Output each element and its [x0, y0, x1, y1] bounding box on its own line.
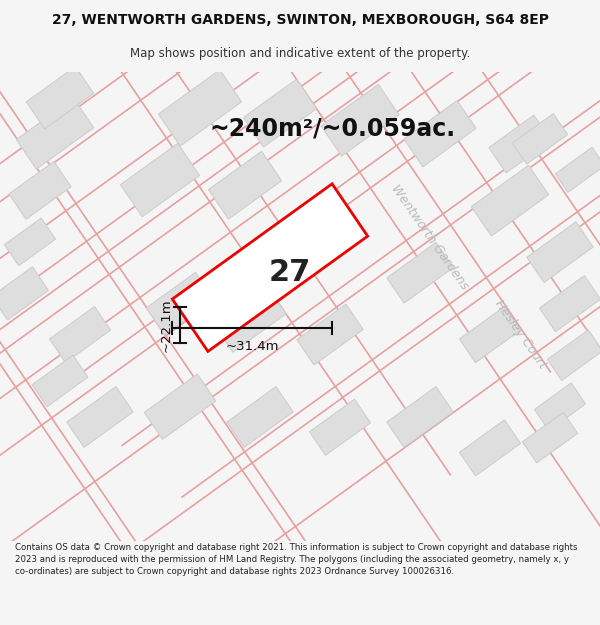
Polygon shape: [214, 286, 286, 352]
Polygon shape: [555, 147, 600, 192]
Polygon shape: [26, 66, 94, 129]
Polygon shape: [0, 267, 49, 320]
Polygon shape: [67, 387, 133, 448]
Polygon shape: [310, 399, 371, 456]
Polygon shape: [4, 218, 56, 266]
Polygon shape: [404, 101, 476, 167]
Polygon shape: [244, 79, 317, 147]
Text: 27, WENTWORTH GARDENS, SWINTON, MEXBOROUGH, S64 8EP: 27, WENTWORTH GARDENS, SWINTON, MEXBOROU…: [52, 13, 548, 27]
Text: Hesley Court: Hesley Court: [491, 298, 548, 371]
Polygon shape: [172, 184, 368, 351]
Polygon shape: [158, 70, 242, 146]
Polygon shape: [16, 98, 94, 169]
Polygon shape: [471, 165, 549, 236]
Polygon shape: [547, 330, 600, 381]
Polygon shape: [146, 272, 214, 335]
Text: ~240m²/~0.059ac.: ~240m²/~0.059ac.: [210, 116, 456, 141]
Polygon shape: [144, 374, 216, 439]
Text: Wentworth Gardens: Wentworth Gardens: [389, 182, 471, 292]
Polygon shape: [121, 143, 200, 217]
Polygon shape: [512, 114, 568, 164]
Polygon shape: [523, 412, 578, 463]
Text: 27: 27: [269, 258, 311, 288]
Polygon shape: [460, 306, 521, 362]
Text: Map shows position and indicative extent of the property.: Map shows position and indicative extent…: [130, 48, 470, 61]
Polygon shape: [297, 304, 363, 365]
Text: ~22.1m: ~22.1m: [160, 298, 172, 352]
Polygon shape: [489, 115, 551, 173]
Polygon shape: [49, 306, 110, 362]
Polygon shape: [535, 383, 586, 431]
Polygon shape: [387, 242, 453, 303]
Polygon shape: [227, 387, 293, 448]
Text: Contains OS data © Crown copyright and database right 2021. This information is : Contains OS data © Crown copyright and d…: [15, 543, 577, 576]
Polygon shape: [460, 420, 521, 476]
Polygon shape: [9, 161, 71, 219]
Polygon shape: [32, 355, 88, 407]
Polygon shape: [387, 387, 453, 448]
Text: ~31.4m: ~31.4m: [226, 340, 279, 353]
Polygon shape: [208, 151, 281, 219]
Polygon shape: [539, 276, 600, 332]
Polygon shape: [527, 222, 593, 282]
Polygon shape: [321, 84, 399, 156]
